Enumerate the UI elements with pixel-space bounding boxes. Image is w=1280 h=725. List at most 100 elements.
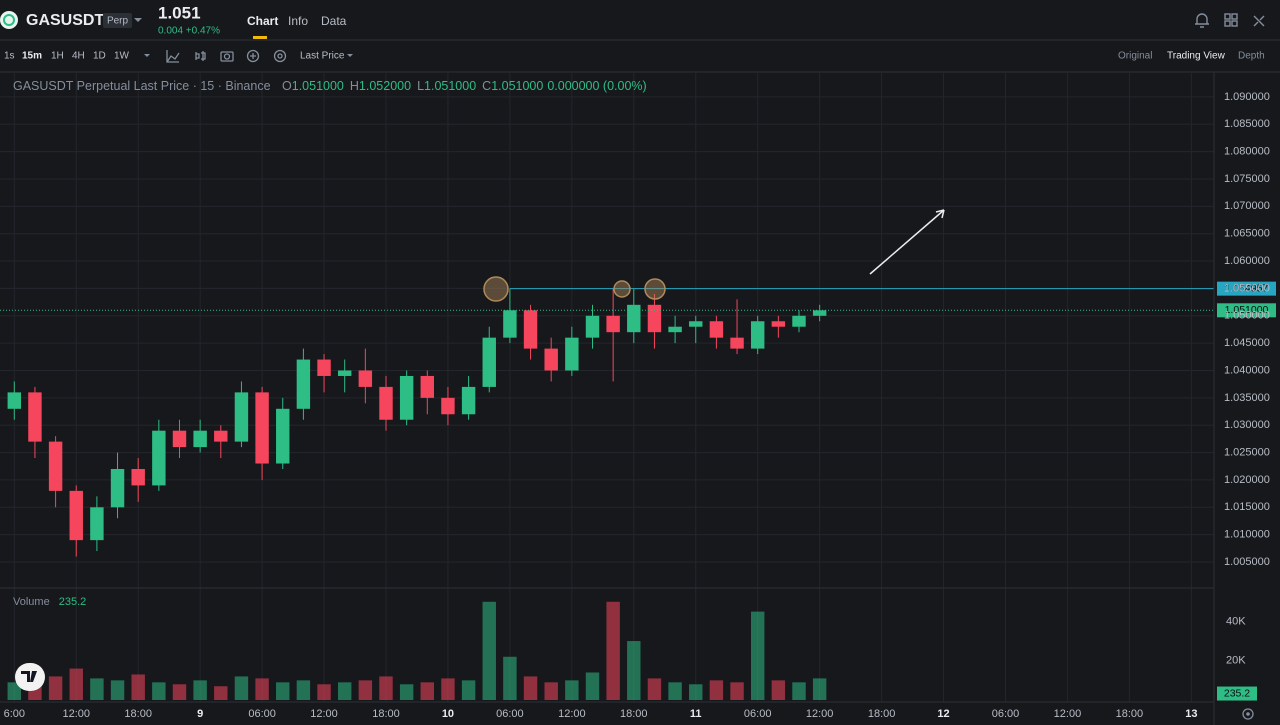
tab[interactable]: Info [288, 14, 308, 28]
x-tick-label: 10 [442, 708, 454, 720]
candle-body [214, 430, 228, 442]
volume-bar [255, 678, 269, 700]
x-tick-label: 06:00 [744, 708, 772, 720]
collapse-icon[interactable] [1253, 15, 1265, 27]
legend-key: H [350, 79, 359, 93]
candle-body [812, 310, 827, 316]
symbol[interactable]: GASUSDT [26, 12, 104, 29]
candle-body [565, 337, 579, 371]
price-badge [1217, 281, 1276, 296]
x-tick-label: 9 [197, 708, 203, 720]
interval-dropdown[interactable] [144, 54, 150, 57]
layout-icon[interactable] [1224, 13, 1231, 20]
volume-bar [48, 676, 63, 700]
volume-bar [647, 678, 662, 700]
candle-body [131, 468, 145, 486]
tab[interactable]: Data [321, 14, 347, 28]
y-tick-label: 1.050000 [1224, 310, 1270, 322]
candle-body [296, 359, 311, 409]
volume-legend: Volume 235.2 [13, 596, 86, 608]
legend-value: 1.051000 [491, 79, 543, 93]
y-tick-label: 1.090000 [1224, 91, 1270, 103]
indicator-icon[interactable] [166, 50, 180, 63]
candle-body [689, 321, 703, 327]
layout-icon [1231, 13, 1238, 20]
y-tick-label: 1.025000 [1224, 446, 1270, 458]
volume-bar [90, 678, 104, 700]
settings-icon[interactable] [273, 49, 287, 63]
volume-bar [296, 680, 311, 700]
y-tick-label: 1.080000 [1224, 146, 1270, 158]
tab[interactable]: Chart [247, 14, 278, 28]
price-type[interactable]: Last Price [300, 51, 345, 62]
candle-body [234, 392, 249, 442]
x-tick-label: 18:00 [372, 708, 400, 720]
camera-icon[interactable] [220, 51, 234, 62]
candle-body [441, 397, 455, 415]
interval[interactable]: 1H [51, 51, 64, 62]
x-tick-label: 13 [1185, 708, 1197, 720]
interval[interactable]: 15m [22, 51, 42, 62]
volume-bar [565, 680, 579, 700]
volume-last: 235.2 [59, 596, 87, 608]
x-tick-label: 06:00 [496, 708, 524, 720]
x-tick-label: 18:00 [620, 708, 648, 720]
price-badge-label: 1.051000 [1225, 304, 1269, 316]
volume-bar [544, 682, 558, 700]
symbol-dropdown[interactable] [134, 18, 142, 22]
legend-key: O [282, 79, 292, 93]
x-tick-label: 12:00 [1054, 708, 1082, 720]
tv-logo-mark [21, 671, 37, 682]
legend-value: 1.052000 [359, 79, 411, 93]
candle-body [48, 441, 63, 491]
volume-bar [317, 684, 331, 700]
candle-body [90, 507, 104, 541]
interval[interactable]: 1W [114, 51, 130, 62]
view-tab[interactable]: Original [1118, 51, 1152, 62]
interval[interactable]: 4H [72, 51, 85, 62]
view-tab[interactable]: Trading View [1167, 51, 1226, 62]
volume-bar [730, 682, 744, 700]
y-tick-label: 1.055000 [1224, 282, 1270, 294]
volume-bar [337, 682, 352, 700]
volume-bar [812, 678, 827, 700]
x-tick-label: 6:00 [4, 708, 25, 720]
alert-icon[interactable] [1195, 13, 1209, 28]
legend-value: 1.051000 [292, 79, 344, 93]
candle-body [606, 315, 620, 333]
x-tick-label: 18:00 [868, 708, 896, 720]
volume-label: Volume [13, 596, 50, 608]
candle-body [7, 392, 22, 409]
axis-settings[interactable] [1242, 708, 1254, 720]
chart-type-icon[interactable] [195, 51, 206, 61]
candle-body [152, 430, 166, 486]
price-type-dropdown[interactable] [347, 54, 353, 57]
x-tick-label: 06:00 [248, 708, 276, 720]
candle-body [750, 321, 765, 349]
view-tab[interactable]: Depth [1238, 51, 1265, 62]
volume-bar [152, 682, 166, 700]
candle-body [358, 370, 373, 387]
interval[interactable]: 1D [93, 51, 106, 62]
y-tick-label: 1.045000 [1224, 337, 1270, 349]
volume-bar [750, 611, 765, 700]
y-tick-label: 1.085000 [1224, 118, 1270, 130]
interval[interactable]: 1s [4, 51, 15, 62]
last-price: 1.051 [158, 3, 201, 22]
chart-legend: GASUSDT Perpetual Last Price · 15 · Bina… [13, 79, 647, 93]
add-icon[interactable] [246, 49, 260, 63]
legend-key: C [482, 79, 491, 93]
candle-body [420, 375, 435, 398]
candle-body [523, 310, 538, 349]
y-tick-label: 1.015000 [1224, 501, 1270, 513]
y-tick-label: 1.060000 [1224, 255, 1270, 267]
legend-value: 1.051000 [424, 79, 476, 93]
volume-bar [461, 680, 476, 700]
volume-bar [69, 668, 83, 700]
y-tick-label: 1.010000 [1224, 529, 1270, 541]
volume-bar [441, 678, 455, 700]
x-tick-label: 12:00 [806, 708, 834, 720]
volume-bar [234, 676, 249, 700]
candle-body [110, 468, 125, 508]
annotation-circle [644, 278, 666, 300]
